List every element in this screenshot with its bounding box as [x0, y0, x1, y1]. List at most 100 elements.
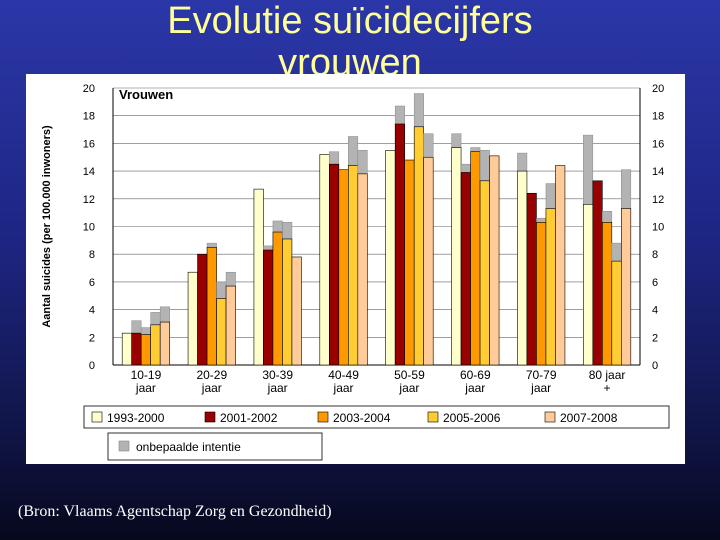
bar [121, 332, 132, 366]
y-tick-label-left: 14 [83, 166, 95, 178]
y-tick-label-left: 2 [89, 332, 95, 344]
y-tick-label-right: 6 [652, 277, 658, 289]
y-tick-label-right: 0 [652, 360, 658, 372]
bar [423, 156, 434, 366]
bar-undetermined [517, 152, 528, 172]
bar [394, 123, 405, 366]
x-tick-label: jaar [464, 381, 485, 395]
bar-undetermined [329, 151, 340, 165]
y-tick-label-right: 10 [652, 222, 664, 234]
bar-undetermined [423, 133, 434, 158]
bar [357, 173, 368, 366]
x-tick-label: jaar [135, 381, 156, 395]
x-tick-label: 60-69 [460, 368, 491, 382]
y-tick-label-left: 10 [83, 222, 95, 234]
bar-undetermined [460, 163, 471, 173]
bar [470, 151, 481, 366]
legend-label: 2001-2002 [220, 411, 278, 425]
y-tick-label-left: 16 [83, 138, 95, 150]
x-tick-label: jaar [267, 381, 288, 395]
bar [536, 222, 547, 366]
bar-undetermined [413, 93, 424, 128]
bar [329, 163, 340, 366]
y-tick-label-left: 8 [89, 249, 95, 261]
x-tick-label: jaar [530, 381, 551, 395]
y-tick-label-right: 16 [652, 138, 664, 150]
bar [131, 332, 142, 366]
chart-svg: 0 0 2 2 4 4 6 6 8 8 10 10 12 12 14 14 16 16 18 18 20 20 Vrouwe… [41, 83, 670, 461]
bar [479, 180, 490, 366]
bar [451, 147, 462, 366]
x-tick-label: 80 jaar [589, 368, 626, 382]
legend-box-undetermined [107, 432, 323, 461]
bar-undetermined [602, 211, 613, 223]
bar [197, 253, 208, 366]
bar [216, 298, 227, 366]
bar-undetermined [536, 217, 547, 223]
bar-undetermined [131, 320, 142, 334]
legend-swatch [317, 411, 329, 423]
bar [413, 126, 424, 366]
bar-undetermined [206, 242, 217, 248]
y-tick-label-right: 4 [652, 305, 658, 317]
chart-title: Vrouwen [119, 87, 173, 102]
bar-undetermined [357, 150, 368, 175]
bar [319, 154, 330, 366]
bar [348, 165, 359, 366]
bar [460, 172, 471, 366]
y-tick-label-left: 18 [83, 111, 95, 123]
legend-swatch [204, 411, 216, 423]
y-tick-label-right: 20 [652, 83, 664, 95]
bar [526, 192, 537, 366]
bar [206, 246, 217, 366]
x-tick-label: jaar [333, 381, 354, 395]
legend-label: 2003-2004 [333, 411, 391, 425]
x-tick-label: 30-39 [262, 368, 293, 382]
bar-undetermined [282, 222, 293, 240]
bar [545, 208, 556, 366]
x-tick-label: jaar [201, 381, 222, 395]
bar-undetermined [583, 134, 594, 205]
bar-undetermined [394, 105, 405, 125]
bar [338, 169, 349, 366]
legend-swatch [544, 411, 556, 423]
legend-box [83, 405, 670, 429]
bar [555, 165, 566, 366]
y-tick-label-left: 6 [89, 277, 95, 289]
legend-label: 2005-2006 [443, 411, 501, 425]
slide-title: Evolutie suïcidecijfers vrouwen [0, 0, 700, 84]
x-tick-label: + [604, 381, 611, 395]
bar [291, 256, 302, 366]
bar [602, 222, 613, 366]
bar-undetermined [150, 312, 161, 326]
bar-undetermined [225, 271, 236, 287]
bar [592, 180, 603, 366]
legend-label: 2007-2008 [560, 411, 618, 425]
bar [583, 204, 594, 366]
bar-undetermined [140, 327, 151, 335]
bar-undetermined [545, 183, 556, 209]
bar-undetermined [348, 136, 359, 166]
bar [517, 170, 528, 366]
legend-label: onbepaalde intentie [136, 440, 241, 454]
bar [225, 285, 236, 366]
bar-undetermined [216, 281, 227, 299]
slide-title-line1: Evolutie suïcidecijfers [167, 0, 533, 42]
x-tick-label: jaar [398, 381, 419, 395]
legend-swatch [118, 440, 130, 452]
y-tick-label-right: 14 [652, 166, 664, 178]
bar [140, 334, 151, 366]
bar [621, 208, 632, 366]
bar-undetermined [272, 220, 283, 233]
x-tick-label: 70-79 [526, 368, 557, 382]
bar [150, 324, 161, 366]
bar-undetermined [451, 133, 462, 148]
legend-label: 1993-2000 [107, 411, 165, 425]
x-tick-label: 10-19 [131, 368, 162, 382]
bar [187, 271, 198, 366]
y-tick-label-right: 12 [652, 194, 664, 206]
legend-swatch [427, 411, 439, 423]
bar [159, 321, 170, 366]
y-tick-label-left: 4 [89, 305, 95, 317]
source-note: (Bron: Vlaams Agentschap Zorg en Gezondh… [18, 503, 332, 520]
